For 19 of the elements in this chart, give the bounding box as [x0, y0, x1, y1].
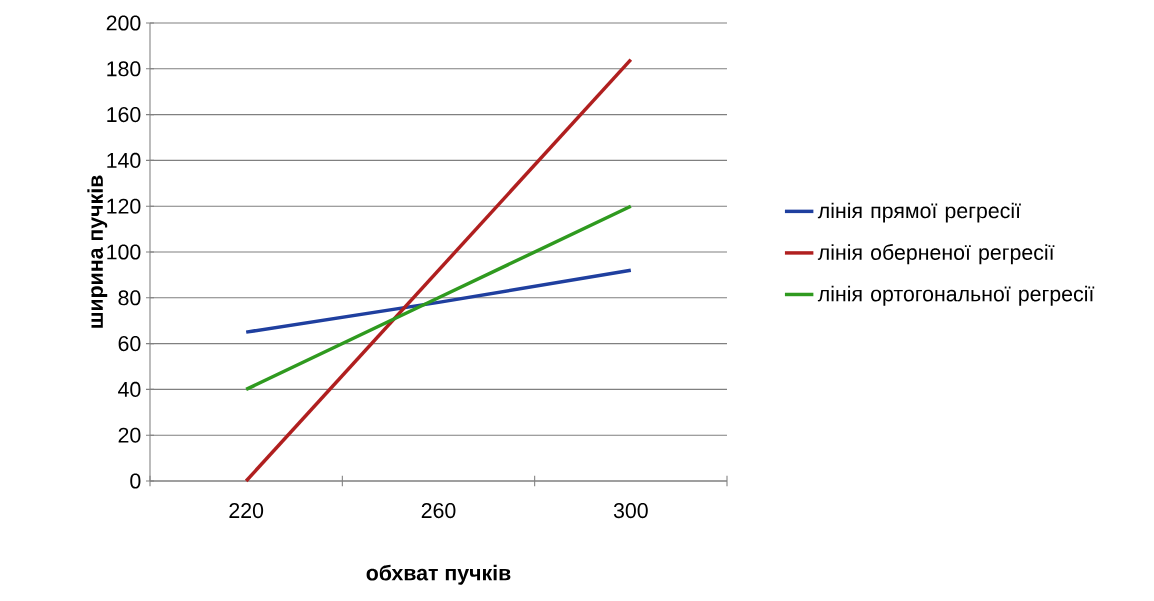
x-tick-label: 260: [421, 503, 456, 519]
y-tick-label: 140: [107, 152, 141, 168]
y-tick-label: 80: [118, 290, 141, 306]
x-tick-label: 300: [613, 503, 648, 519]
legend-label: лінія оберненої регресії: [817, 244, 1055, 265]
y-tick-label: 120: [107, 198, 141, 214]
y-tick-label: 180: [107, 61, 141, 77]
y-tick-label: 100: [107, 244, 141, 260]
y-axis-title: ширина пучків: [87, 175, 108, 328]
y-tick-label: 20: [118, 427, 141, 443]
y-tick-label: 0: [130, 473, 141, 489]
y-tick-label: 60: [118, 336, 141, 352]
x-axis-title: обхват пучків: [366, 564, 511, 585]
legend-label: лінія ортогональної регресії: [817, 285, 1095, 306]
y-tick-label: 200: [106, 15, 141, 31]
legend-label: лінія прямої регресії: [817, 202, 1021, 223]
y-tick-label: 160: [107, 107, 141, 123]
x-tick-label: 220: [229, 503, 264, 519]
y-tick-label: 40: [118, 381, 141, 397]
